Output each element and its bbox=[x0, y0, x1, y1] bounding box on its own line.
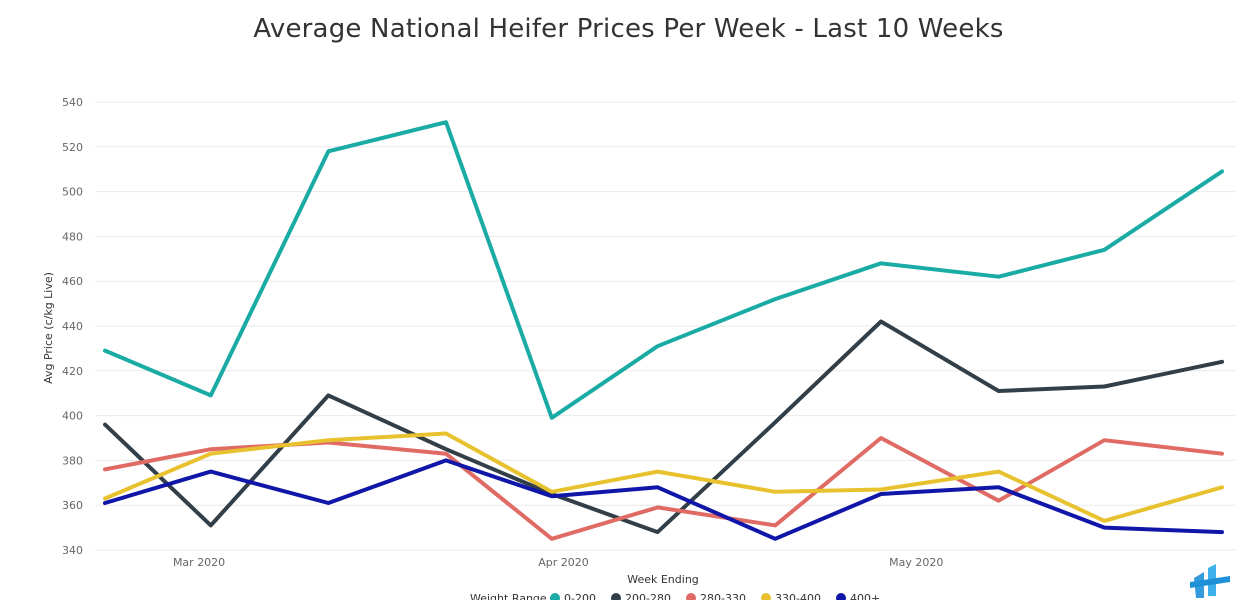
y-tick-label: 380 bbox=[62, 454, 83, 467]
series-line-330-400 bbox=[103, 431, 1224, 523]
legend-marker bbox=[611, 593, 621, 600]
legend-marker bbox=[761, 593, 771, 600]
y-tick-label: 500 bbox=[62, 186, 83, 199]
legend: Weight Range 0-200 200-280 280-330 330-400 40… bbox=[470, 592, 880, 600]
y-tick-label: 520 bbox=[62, 141, 83, 154]
series-line-400+ bbox=[103, 458, 1224, 541]
legend-marker bbox=[836, 593, 846, 600]
x-axis-title: Week Ending bbox=[627, 573, 699, 586]
y-tick-label: 440 bbox=[62, 320, 83, 333]
x-tick-label: May 2020 bbox=[889, 556, 943, 569]
y-tick-label: 460 bbox=[62, 275, 83, 288]
x-axis-ticks: Mar 2020 Apr 2020 May 2020 bbox=[173, 556, 943, 569]
legend-marker bbox=[686, 593, 696, 600]
legend-label: 400+ bbox=[850, 592, 880, 600]
y-tick-label: 480 bbox=[62, 230, 83, 243]
legend-label: 0-200 bbox=[564, 592, 596, 600]
series-line-0-200 bbox=[103, 120, 1224, 420]
legend-label: 200-280 bbox=[625, 592, 671, 600]
series-lines bbox=[103, 120, 1224, 541]
legend-label: 330-400 bbox=[775, 592, 821, 600]
legend-title: Weight Range bbox=[470, 592, 547, 600]
y-axis-title: Avg Price (c/kg Live) bbox=[42, 272, 55, 384]
y-tick-label: 400 bbox=[62, 410, 83, 423]
x-tick-label: Apr 2020 bbox=[538, 556, 589, 569]
y-tick-label: 360 bbox=[62, 499, 83, 512]
chart-title: Average National Heifer Prices Per Week … bbox=[253, 14, 1004, 44]
y-tick-label: 340 bbox=[62, 544, 83, 557]
legend-label: 280-330 bbox=[700, 592, 746, 600]
x-tick-label: Mar 2020 bbox=[173, 556, 225, 569]
legend-marker bbox=[550, 593, 560, 600]
series-line-200-280 bbox=[103, 319, 1224, 535]
brand-logo-icon bbox=[1190, 564, 1230, 598]
y-tick-label: 420 bbox=[62, 365, 83, 378]
gridlines bbox=[95, 101, 1235, 551]
y-axis-ticks: 340 360 380 400 420 440 460 480 500 520 540 bbox=[62, 96, 83, 557]
y-tick-label: 540 bbox=[62, 96, 83, 109]
